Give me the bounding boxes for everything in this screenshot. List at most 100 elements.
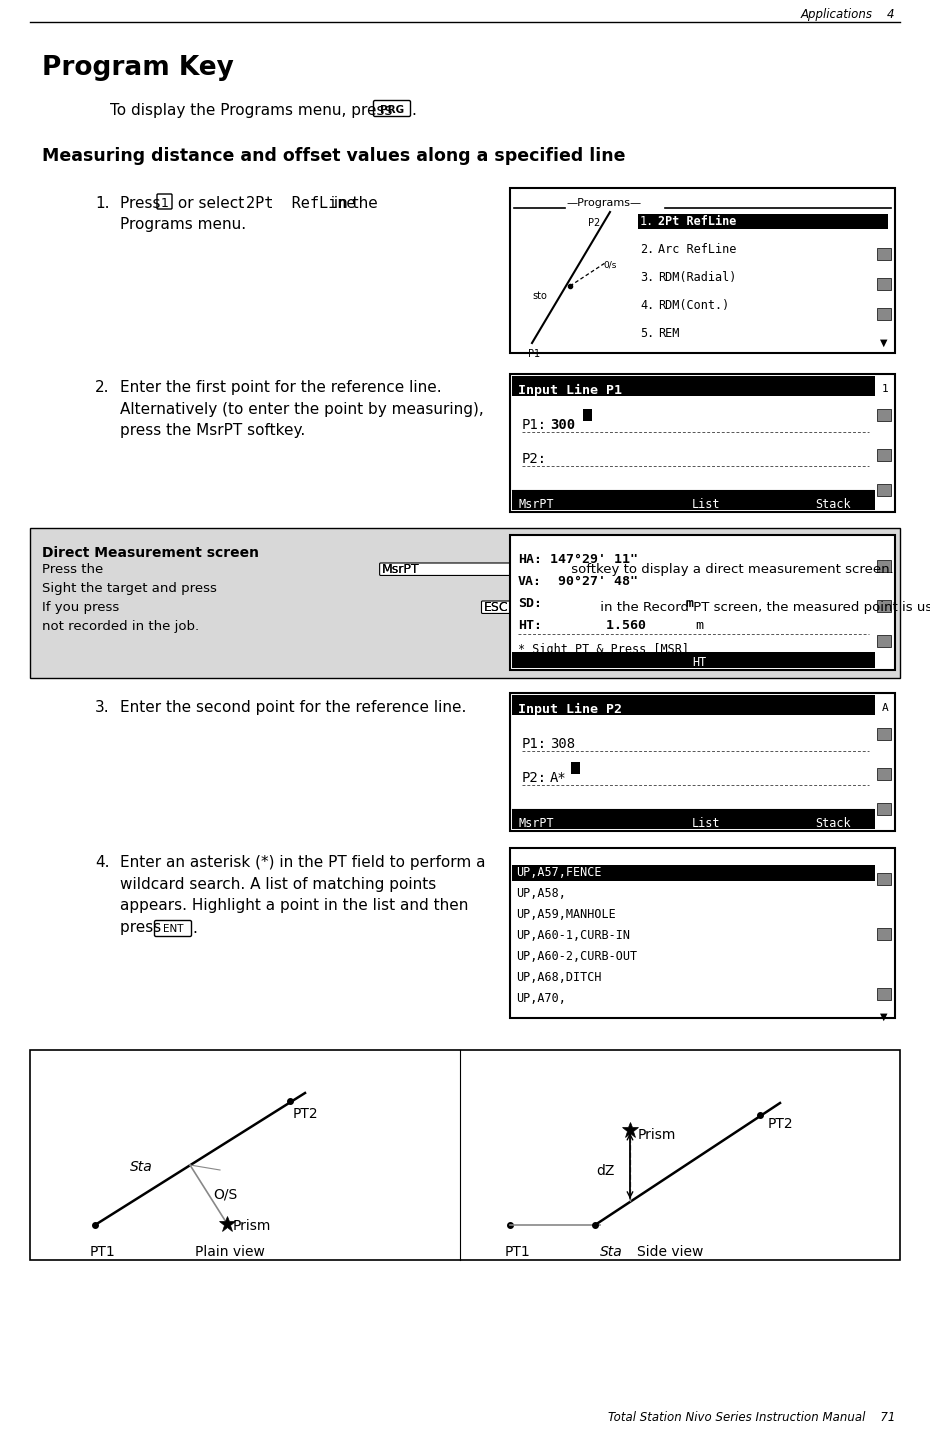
Text: 4.: 4. [640,299,654,312]
Text: UP,A57,FENCE: UP,A57,FENCE [516,866,602,879]
FancyBboxPatch shape [374,100,410,116]
Text: List: List [692,818,721,831]
Text: Plain view: Plain view [195,1244,265,1259]
Text: Applications    4: Applications 4 [801,9,895,21]
Text: 0/s: 0/s [603,261,617,271]
Text: Enter the second point for the reference line.: Enter the second point for the reference… [120,700,466,715]
Text: Measuring distance and offset values along a specified line: Measuring distance and offset values alo… [42,147,626,165]
Text: 2Pt  RefLine: 2Pt RefLine [246,196,355,211]
Bar [30,1050,900,1260]
Text: 1: 1 [882,384,888,394]
Text: P1:: P1: [522,418,547,432]
FancyBboxPatch shape [482,601,594,613]
Text: List: List [692,498,721,511]
Text: Sight the target and press: Sight the target and press [42,581,221,596]
Text: PT2: PT2 [293,1107,319,1121]
Text: UP,A58,: UP,A58, [516,886,565,899]
Text: * Sight PT & Press [MSR]: * Sight PT & Press [MSR] [518,643,689,656]
Text: PT2: PT2 [768,1117,793,1131]
Text: Press: Press [120,196,166,211]
Text: ENT: ENT [163,924,183,934]
Text: To display the Programs menu, press: To display the Programs menu, press [110,103,397,117]
Text: RDM(Radial): RDM(Radial) [658,271,737,284]
Text: m: m [695,619,703,632]
Text: If you press: If you press [42,601,124,614]
Text: 1.560: 1.560 [550,619,646,632]
Text: m: m [550,597,694,610]
Bar [510,188,895,354]
Text: Prism: Prism [232,1219,271,1233]
Text: PRG: PRG [380,105,404,115]
Text: 308: 308 [550,737,575,750]
Text: P1:: P1: [522,737,547,750]
Text: A*: A* [550,770,566,785]
Text: 3.: 3. [95,700,110,715]
Text: HA:: HA: [518,553,542,566]
Text: Press the: Press the [42,563,108,576]
Text: Sta: Sta [130,1160,153,1174]
Text: P2: P2 [588,218,600,228]
Bar [877,768,891,780]
Text: ▼: ▼ [881,338,888,348]
Text: MsrPT: MsrPT [518,498,553,511]
Text: Direct Measurement screen: Direct Measurement screen [42,546,259,560]
Bar [510,693,895,831]
Text: UP,A70,: UP,A70, [516,992,565,1005]
Text: P2:: P2: [522,770,547,785]
Bar [877,727,891,740]
Text: Stack: Stack [815,498,851,511]
Text: Prism: Prism [638,1128,676,1141]
Text: O/S: O/S [214,1187,238,1201]
Text: Enter an asterisk (*) in the PT field to perform a
wildcard search. A list of ma: Enter an asterisk (*) in the PT field to… [120,855,485,935]
Text: softkey to display a direct measurement screen.: softkey to display a direct measurement … [567,563,894,576]
Bar [877,874,891,885]
Text: sto: sto [532,291,547,301]
Text: Programs menu.: Programs menu. [120,218,246,232]
Text: PT1: PT1 [90,1244,115,1259]
Text: MsrPT: MsrPT [518,818,553,831]
Text: in the: in the [329,196,378,211]
Bar [877,928,891,939]
Bar [512,865,875,881]
Bar [512,377,875,397]
Bar [571,762,580,775]
Text: UP,A60-2,CURB-OUT: UP,A60-2,CURB-OUT [516,949,637,962]
Text: .: . [411,103,416,117]
Bar [510,374,895,513]
Text: HT: HT [692,656,706,669]
Text: HT:: HT: [518,619,542,632]
Bar [877,988,891,1000]
Bar [877,278,891,291]
Text: ESC: ESC [484,601,508,614]
Bar [30,528,900,677]
Text: dZ: dZ [596,1164,614,1179]
Text: 1.: 1. [95,196,110,211]
Text: SD:: SD: [518,597,542,610]
Text: MsrPT: MsrPT [381,563,419,576]
Text: ESC: ESC [484,601,508,614]
Text: RDM(Cont.): RDM(Cont.) [658,299,729,312]
Text: Stack: Stack [815,818,851,831]
Text: Enter the first point for the reference line.
Alternatively (to enter the point : Enter the first point for the reference … [120,379,484,438]
Text: 300: 300 [550,418,575,432]
Text: in the Record PT screen, the measured point is used but: in the Record PT screen, the measured po… [596,601,930,614]
Bar [877,308,891,319]
Text: REM: REM [658,326,680,339]
Text: PT1: PT1 [505,1244,531,1259]
Text: 1: 1 [161,198,168,211]
Text: Arc RefLine: Arc RefLine [658,243,737,256]
Bar [510,848,895,1018]
Text: 3.: 3. [640,271,654,284]
Text: P2:: P2: [522,453,547,465]
Text: Total Station Nivo Series Instruction Manual    71: Total Station Nivo Series Instruction Ma… [607,1411,895,1423]
Bar [510,536,895,670]
Text: UP,A68,DITCH: UP,A68,DITCH [516,971,602,984]
Text: not recorded in the job.: not recorded in the job. [42,620,199,633]
Text: Input Line P2: Input Line P2 [518,703,622,716]
Text: UP,A59,MANHOLE: UP,A59,MANHOLE [516,908,616,921]
Text: Program Key: Program Key [42,54,233,82]
Bar [638,213,888,229]
Bar [512,695,875,715]
Text: 5.: 5. [640,326,654,339]
Bar [512,490,875,510]
